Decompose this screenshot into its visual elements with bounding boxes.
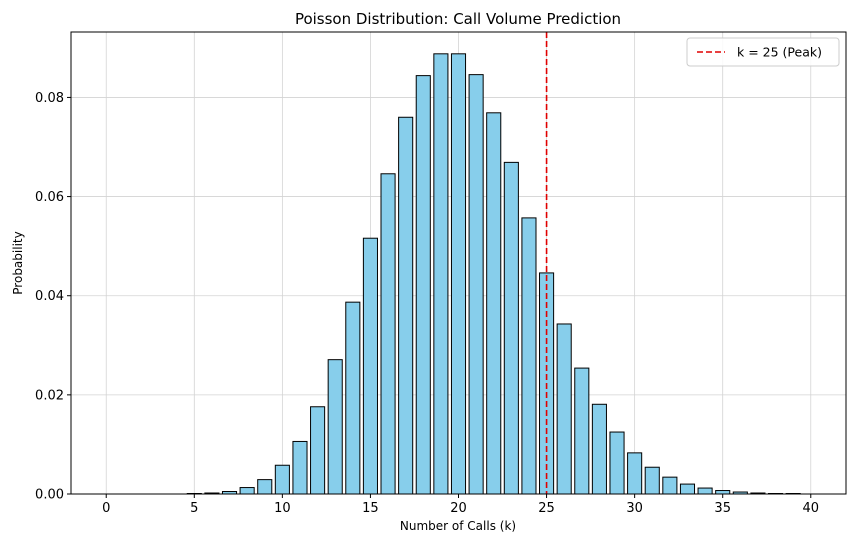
x-axis-ticks: 0 5 10 15 20 25 30 35 40 xyxy=(102,494,819,516)
bar xyxy=(327,359,343,495)
bar xyxy=(292,440,308,495)
x-axis-label: Number of Calls (k) xyxy=(400,519,516,533)
x-tick-label: 25 xyxy=(538,501,555,516)
bar xyxy=(591,403,607,495)
bar xyxy=(609,431,625,495)
bar xyxy=(521,217,537,495)
legend-entry-label: k = 25 (Peak) xyxy=(737,45,822,60)
bar xyxy=(398,116,414,495)
bar xyxy=(433,53,449,495)
bar xyxy=(239,487,255,495)
x-tick-label: 35 xyxy=(714,501,731,516)
bar xyxy=(380,173,396,495)
legend-box xyxy=(686,37,840,67)
bar xyxy=(697,487,713,495)
bar xyxy=(415,75,431,495)
bar xyxy=(257,479,273,495)
y-tick-label: 0.00 xyxy=(35,488,64,503)
bar xyxy=(503,161,519,495)
bar xyxy=(486,112,502,495)
x-tick-label: 40 xyxy=(802,501,819,516)
bar xyxy=(468,74,484,495)
x-tick-label: 10 xyxy=(274,501,291,516)
bar xyxy=(679,483,696,495)
y-tick-label: 0.06 xyxy=(35,190,64,205)
x-tick-label: 5 xyxy=(190,501,198,516)
bar xyxy=(574,367,590,495)
bar xyxy=(715,490,731,495)
x-tick-label: 30 xyxy=(626,501,643,516)
bar xyxy=(345,301,361,495)
x-tick-label: 15 xyxy=(362,501,379,516)
y-tick-label: 0.02 xyxy=(35,388,64,403)
y-axis-ticks: 0.00 0.02 0.04 0.06 0.08 xyxy=(35,91,71,503)
bar xyxy=(450,53,467,495)
bar xyxy=(556,323,572,495)
bar xyxy=(362,237,378,495)
bar xyxy=(662,476,678,495)
legend: k = 25 (Peak) xyxy=(686,37,840,67)
y-axis-label: Probability xyxy=(11,231,25,294)
chart-title: Poisson Distribution: Call Volume Predic… xyxy=(295,10,621,28)
x-tick-label: 0 xyxy=(102,501,110,516)
bar xyxy=(627,452,643,495)
y-tick-label: 0.08 xyxy=(35,91,64,106)
bar xyxy=(644,466,660,495)
x-tick-label: 20 xyxy=(450,501,467,516)
bar xyxy=(310,406,326,495)
y-tick-label: 0.04 xyxy=(35,289,64,304)
bar xyxy=(274,464,290,495)
